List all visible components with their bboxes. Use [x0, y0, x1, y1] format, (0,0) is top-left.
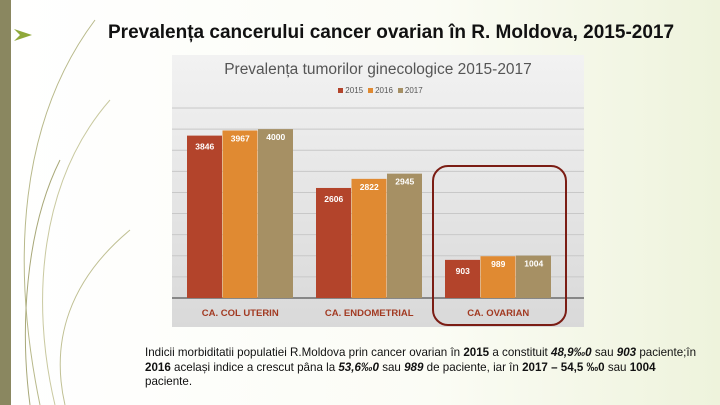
legend-swatch — [397, 88, 403, 93]
category-label: CA. ENDOMETRIAL — [325, 308, 414, 319]
data-label: 2822 — [360, 182, 379, 192]
paragraph-segment: sau — [604, 360, 630, 374]
legend-label: 2015 — [345, 86, 364, 95]
chart-legend: 2015 2016 2017 — [172, 86, 584, 95]
data-label: 2606 — [324, 194, 343, 204]
data-label: 4000 — [266, 132, 285, 142]
paragraph-segment: 2016 — [145, 360, 171, 374]
bar-2016 — [222, 130, 258, 298]
data-label: 3967 — [231, 134, 250, 144]
paragraph-segment: paciente. — [145, 375, 193, 388]
bar-2017 — [258, 129, 293, 298]
data-label: 1004 — [524, 259, 543, 269]
description-paragraph: Indicii morbiditatii populatiei R.Moldov… — [145, 346, 705, 390]
bar-2015 — [445, 259, 480, 298]
category-label: CA. COL UTERIN — [202, 308, 279, 319]
paragraph-segment: 2015 — [463, 346, 490, 359]
bar-2016 — [351, 178, 387, 298]
data-label: 2945 — [395, 177, 414, 187]
chart-title: Prevalența tumorilor ginecologice 2015-2… — [224, 61, 532, 78]
paragraph-segment: 2017 – — [522, 360, 558, 374]
data-label: 989 — [491, 259, 505, 269]
paragraph-segment: 53,6‰0 — [338, 360, 379, 374]
data-label: 3846 — [195, 142, 214, 152]
decorative-curves — [23, 19, 131, 405]
highlight-box — [432, 165, 567, 326]
paragraph-segment: paciente;în — [636, 346, 697, 359]
legend-label: 2016 — [375, 86, 393, 95]
bar-2016 — [480, 256, 516, 298]
paragraph-segment: 903 — [616, 346, 637, 359]
slide-title: Prevalența cancerului cancer ovarian în … — [108, 22, 675, 43]
paragraph-segment: 48,9‰0 — [551, 346, 592, 359]
paragraph-segment: 989 — [404, 360, 424, 374]
paragraph-segment: sau — [378, 360, 405, 374]
paragraph-segment: Indicii morbiditatii populatiei R.Moldov… — [145, 346, 464, 359]
bar-2017 — [516, 255, 551, 298]
category-label: CA. OVARIAN — [467, 308, 529, 319]
data-label: 903 — [456, 266, 470, 276]
paragraph-segment: a constituit — [489, 346, 552, 359]
arrow-bullet-icon — [14, 29, 32, 41]
paragraph-segment: 1004 — [629, 360, 656, 374]
paragraph-segment: de paciente, iar în — [423, 360, 523, 374]
bar-chart: 3846 3967 4000 CA. COL UTERIN 2606 2822 2945 CA… — [172, 55, 584, 327]
paragraph-segment: sau — [591, 346, 617, 359]
legend-swatch — [338, 88, 344, 93]
bar-2017 — [387, 173, 422, 298]
paragraph-segment: același indice a crescut pâna la — [170, 360, 339, 374]
bar-2015 — [316, 187, 351, 298]
bar-2015 — [187, 135, 222, 298]
plot-area: 3846 3967 4000 CA. COL UTERIN 2606 2822 2945 CA… — [172, 107, 584, 319]
legend-swatch — [368, 88, 374, 93]
decorative-strip — [0, 0, 11, 405]
paragraph-segment: 54,5 ‰0 — [560, 360, 605, 374]
legend-label: 2017 — [404, 86, 423, 95]
